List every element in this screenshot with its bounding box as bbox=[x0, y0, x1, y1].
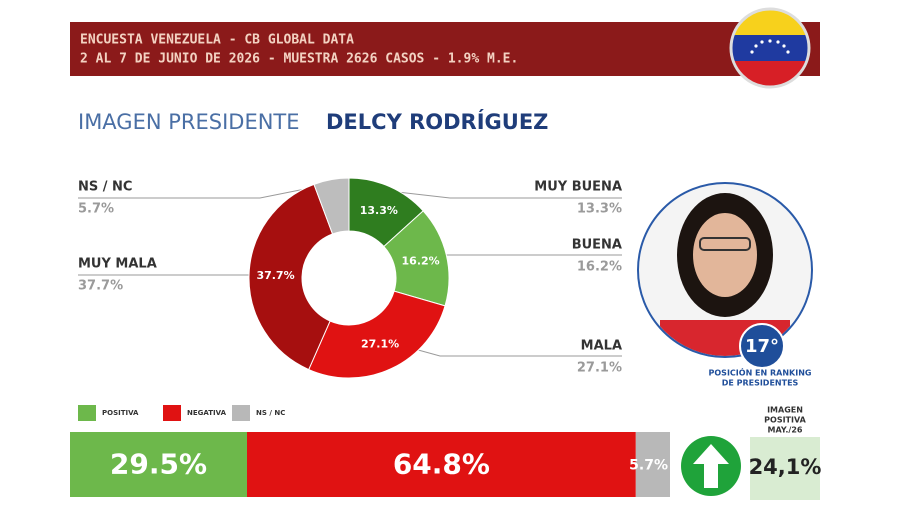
value-label: 13.3% bbox=[577, 202, 622, 217]
up-arrow bbox=[693, 444, 729, 488]
positive-caption: MAY./26 bbox=[768, 426, 803, 435]
slice-label: 16.2% bbox=[402, 255, 440, 268]
ranking-badge bbox=[739, 323, 785, 369]
flag bbox=[729, 7, 811, 89]
category-label: MUY MALA bbox=[78, 257, 157, 272]
bar-label: 64.8% bbox=[393, 448, 490, 481]
portrait bbox=[637, 182, 813, 358]
value-label: 16.2% bbox=[577, 260, 622, 275]
header-line: ENCUESTA VENEZUELA - CB GLOBAL DATA bbox=[80, 33, 354, 48]
value-label: 27.1% bbox=[577, 361, 622, 376]
legend-swatch bbox=[78, 405, 96, 421]
ranking-caption: POSICIÓN EN RANKING bbox=[709, 367, 812, 378]
donut-slice bbox=[308, 290, 446, 379]
category-label: MALA bbox=[581, 339, 622, 354]
title-name: DELCY RODRÍGUEZ bbox=[326, 109, 548, 134]
value-label: 37.7% bbox=[78, 279, 123, 294]
category-label: NS / NC bbox=[78, 180, 132, 195]
slice-label: 27.1% bbox=[361, 338, 399, 351]
bar-label: 5.7% bbox=[629, 458, 668, 474]
bar-segment bbox=[635, 432, 670, 497]
header-line: 2 AL 7 DE JUNIO DE 2026 - MUESTRA 2626 C… bbox=[80, 52, 518, 67]
donut-slice bbox=[248, 183, 334, 371]
legend-label: NS / NC bbox=[256, 409, 285, 417]
legend-swatch bbox=[232, 405, 250, 421]
legend-label: POSITIVA bbox=[102, 409, 139, 417]
slice-label: 13.3% bbox=[360, 204, 398, 217]
ranking-caption: DE PRESIDENTES bbox=[722, 379, 799, 388]
title-prefix: IMAGEN PRESIDENTE bbox=[78, 110, 300, 134]
category-label: MUY BUENA bbox=[534, 180, 622, 195]
bar-label: 29.5% bbox=[110, 448, 207, 481]
positive-caption: IMAGEN bbox=[767, 406, 803, 415]
legend-label: NEGATIVA bbox=[187, 409, 227, 417]
donut-slice bbox=[313, 177, 350, 235]
category-label: BUENA bbox=[572, 238, 622, 253]
legend-swatch bbox=[163, 405, 181, 421]
bar-segment bbox=[70, 432, 247, 497]
positive-caption: POSITIVA bbox=[764, 416, 806, 425]
bar-segment bbox=[247, 432, 636, 497]
value-label: 5.7% bbox=[78, 202, 114, 217]
header-band bbox=[70, 22, 820, 76]
positive-box bbox=[750, 437, 820, 500]
ranking-position: 17° bbox=[745, 336, 779, 357]
slice-label: 37.7% bbox=[256, 269, 294, 282]
positive-value: 24,1% bbox=[749, 455, 822, 479]
